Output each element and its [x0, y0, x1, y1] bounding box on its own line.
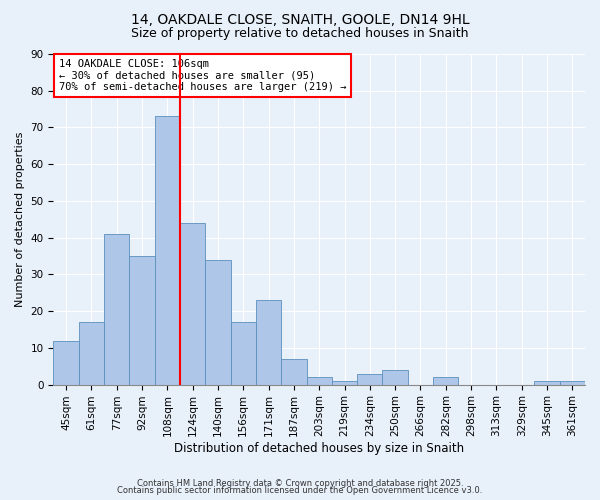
Bar [130, 256, 155, 384]
Text: Contains public sector information licensed under the Open Government Licence v3: Contains public sector information licen… [118, 486, 482, 495]
Bar [230, 322, 256, 384]
Bar [332, 381, 357, 384]
Text: 14 OAKDALE CLOSE: 106sqm
← 30% of detached houses are smaller (95)
70% of semi-d: 14 OAKDALE CLOSE: 106sqm ← 30% of detach… [59, 59, 346, 92]
X-axis label: Distribution of detached houses by size in Snaith: Distribution of detached houses by size … [174, 442, 464, 455]
Bar [53, 340, 79, 384]
Bar [104, 234, 130, 384]
Bar [155, 116, 180, 384]
Text: Contains HM Land Registry data © Crown copyright and database right 2025.: Contains HM Land Registry data © Crown c… [137, 478, 463, 488]
Bar [357, 374, 382, 384]
Y-axis label: Number of detached properties: Number of detached properties [15, 132, 25, 307]
Bar [382, 370, 408, 384]
Bar [180, 223, 205, 384]
Bar [256, 300, 281, 384]
Bar [205, 260, 230, 384]
Bar [79, 322, 104, 384]
Bar [281, 359, 307, 384]
Bar [535, 381, 560, 384]
Text: 14, OAKDALE CLOSE, SNAITH, GOOLE, DN14 9HL: 14, OAKDALE CLOSE, SNAITH, GOOLE, DN14 9… [131, 12, 469, 26]
Bar [433, 378, 458, 384]
Bar [560, 381, 585, 384]
Text: Size of property relative to detached houses in Snaith: Size of property relative to detached ho… [131, 28, 469, 40]
Bar [307, 378, 332, 384]
